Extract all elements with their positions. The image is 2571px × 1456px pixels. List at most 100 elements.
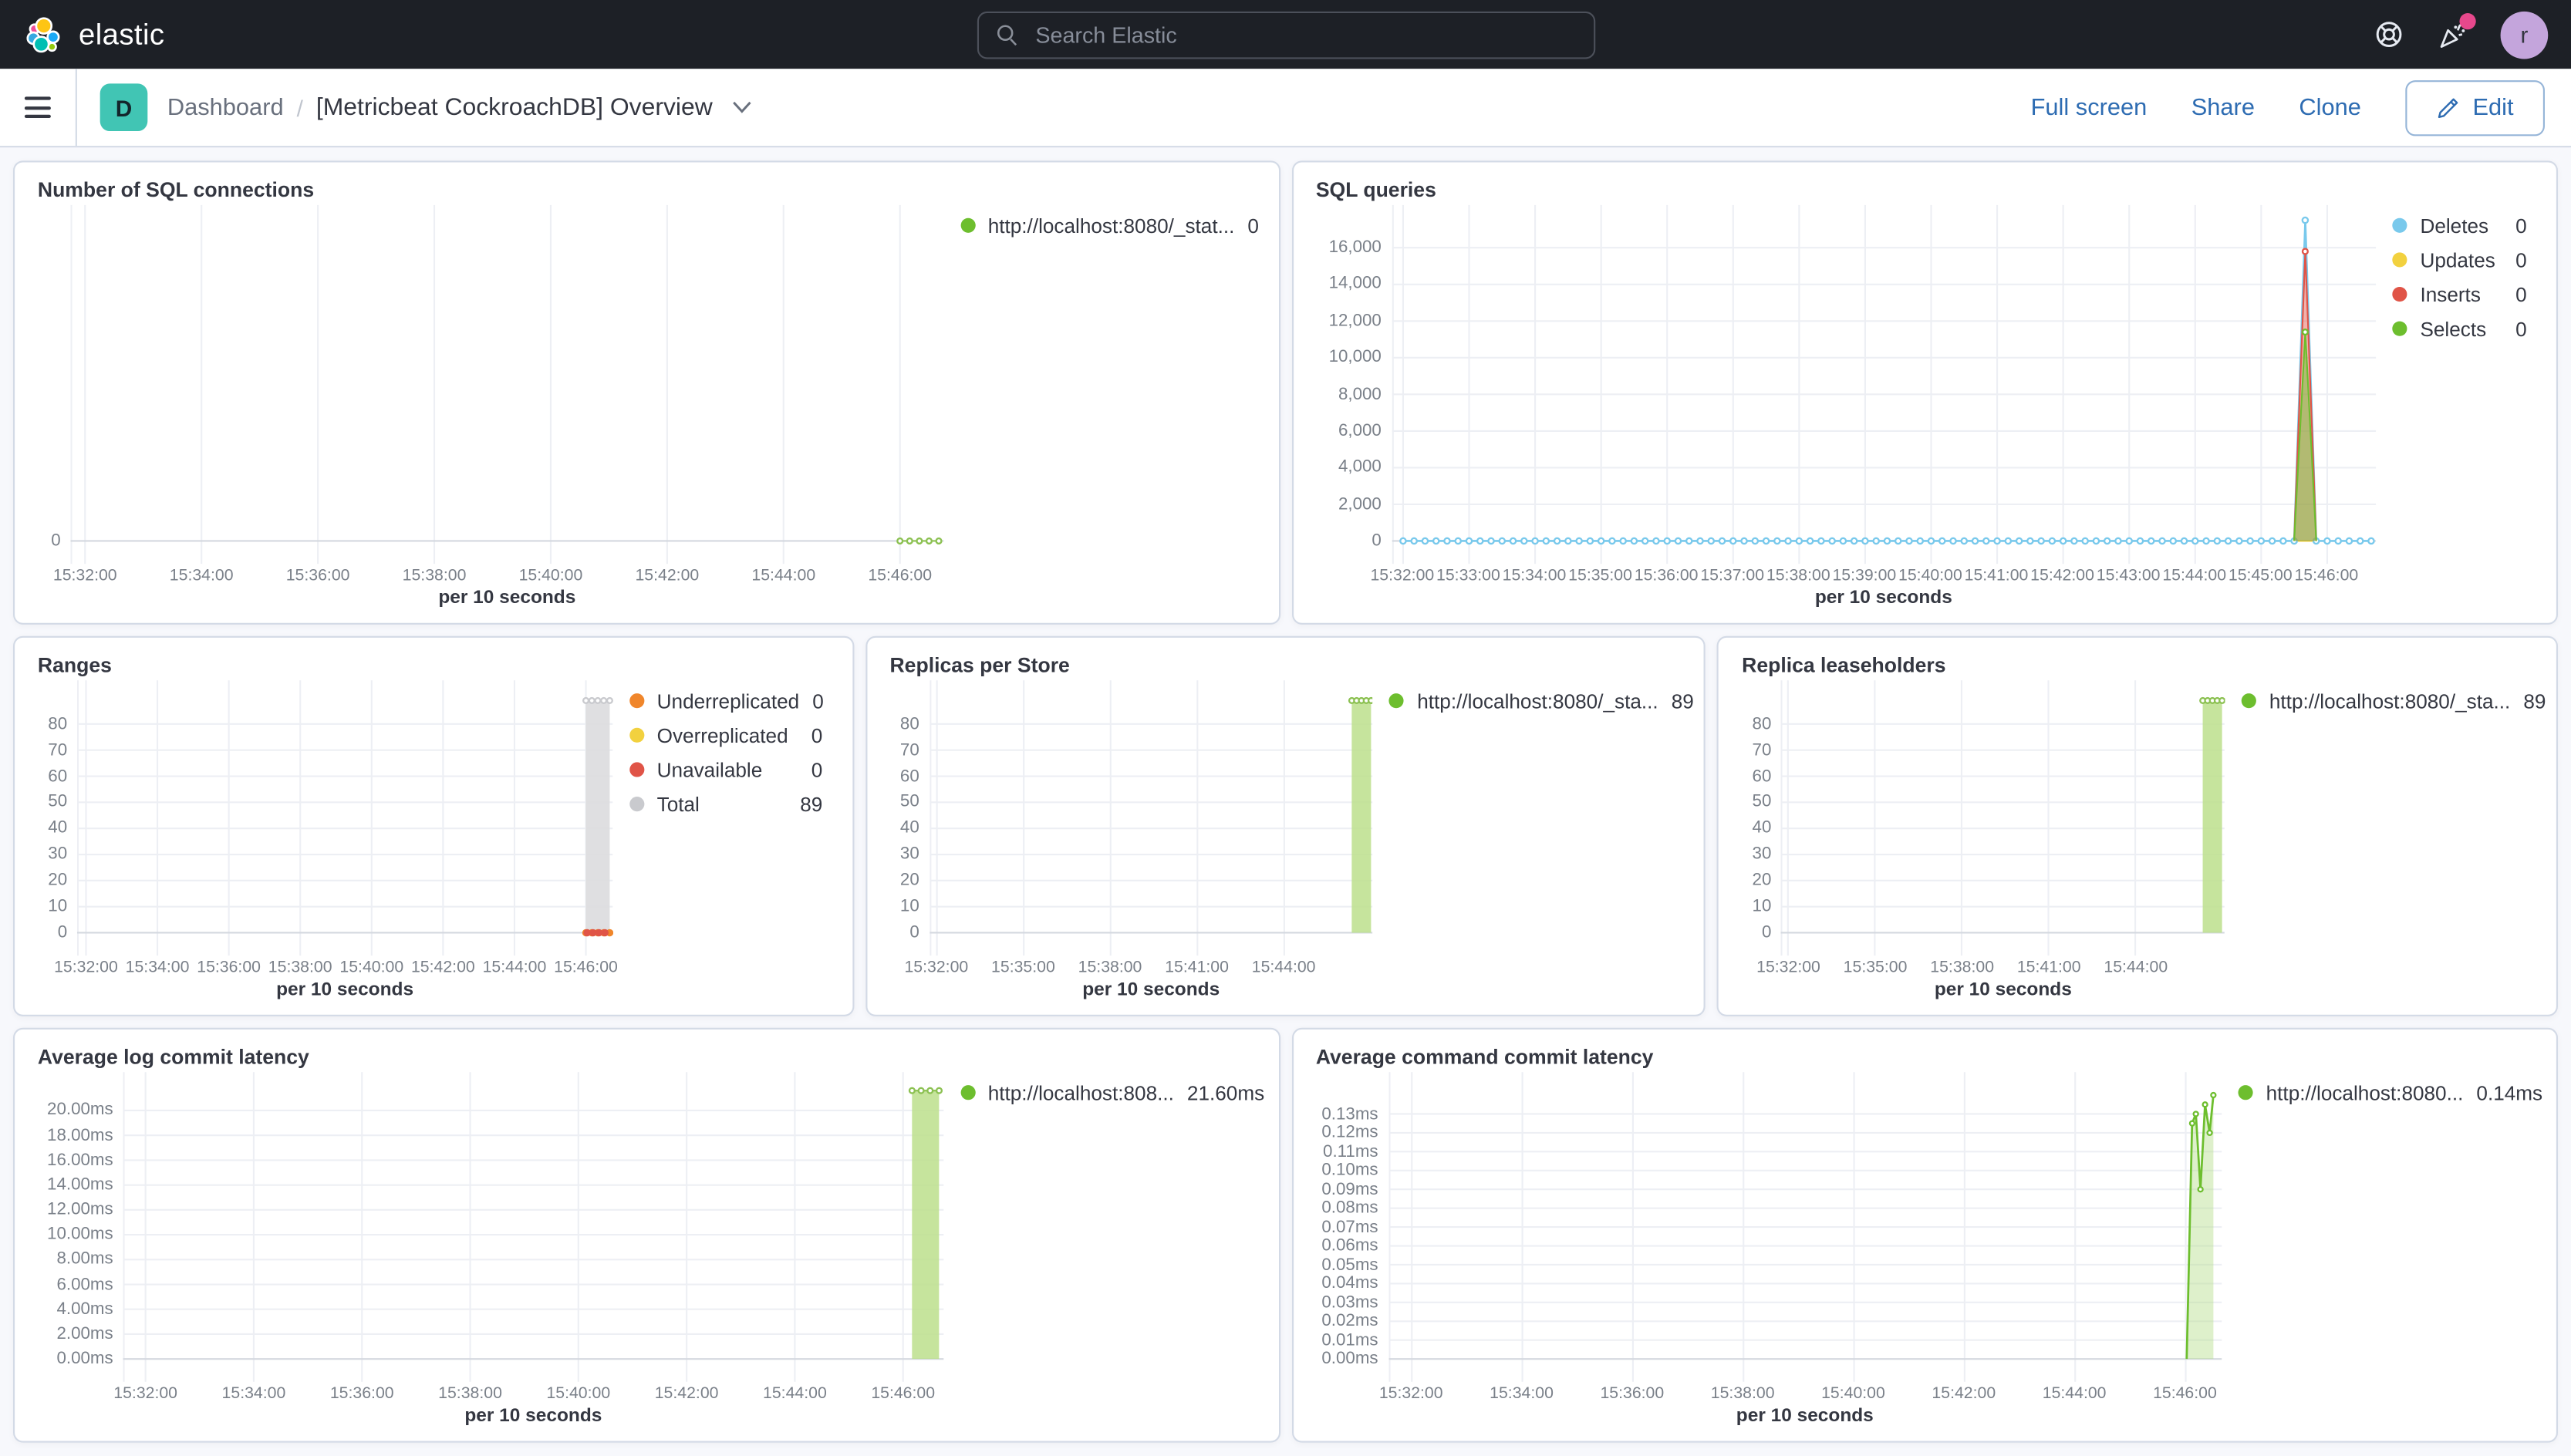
y-tick-label: 10 xyxy=(1752,896,1772,916)
x-tick-label: 15:34:00 xyxy=(125,959,190,977)
user-avatar[interactable]: r xyxy=(2500,10,2549,59)
y-tick-label: 0.09ms xyxy=(1321,1178,1378,1199)
panel-number-of-sql-connections: Number of SQL connections 0 15:32:00 15:3… xyxy=(13,160,1280,625)
chart: 0.00ms 2.00ms 4.00ms 6.00ms 8.00ms 10.00ms 12.… xyxy=(38,1072,1264,1434)
y-axis: 0 10 20 30 40 50 60 70 80 xyxy=(889,680,929,956)
x-tick-label: 15:32:00 xyxy=(1370,567,1435,585)
search-icon xyxy=(996,24,1017,46)
full-screen-button[interactable]: Full screen xyxy=(2030,94,2148,121)
legend-item[interactable]: http://localhost:8080... 0.14ms xyxy=(2238,1075,2542,1110)
legend-item[interactable]: Deletes 0 xyxy=(2392,208,2527,243)
y-tick-label: 12.00ms xyxy=(47,1199,113,1220)
x-tick-label: 15:44:00 xyxy=(2104,959,2168,977)
x-tick-label: 15:46:00 xyxy=(2153,1385,2217,1404)
legend-item[interactable]: http://localhost:808... 21.60ms xyxy=(960,1075,1264,1110)
x-tick-label: 15:45:00 xyxy=(2228,567,2293,585)
elastic-logo[interactable]: elastic xyxy=(23,14,269,55)
y-tick-label: 20 xyxy=(1752,870,1772,891)
y-axis: 0 10 20 30 40 50 60 70 80 xyxy=(1742,680,1781,956)
dashboard-row-1: Number of SQL connections 0 15:32:00 15:3… xyxy=(13,160,2558,625)
x-tick-label: 15:37:00 xyxy=(1700,567,1765,585)
chart-plot[interactable] xyxy=(123,1072,944,1382)
clone-button[interactable]: Clone xyxy=(2299,94,2361,121)
legend-item[interactable]: Updates 0 xyxy=(2392,243,2527,278)
legend-value: 89 xyxy=(2523,689,2546,713)
chart-plot[interactable] xyxy=(929,680,1373,956)
x-tick-label: 15:40:00 xyxy=(518,567,583,585)
legend-item[interactable]: http://localhost:8080/_sta... 89 xyxy=(2241,683,2546,718)
x-axis-title: per 10 seconds xyxy=(438,588,576,608)
global-search[interactable] xyxy=(976,10,1595,59)
newsfeed-icon-button[interactable] xyxy=(2437,12,2476,49)
legend-item[interactable]: http://localhost:8080/_sta... 89 xyxy=(1389,683,1694,718)
y-tick-label: 20.00ms xyxy=(47,1100,113,1121)
x-tick-label: 15:38:00 xyxy=(1710,1385,1775,1404)
chevron-down-icon[interactable] xyxy=(730,100,752,115)
pencil-icon xyxy=(2438,97,2458,117)
x-tick-label: 15:46:00 xyxy=(2294,567,2359,585)
chart-legend: http://localhost:8080/_sta... 89 xyxy=(2225,680,2546,1008)
y-tick-label: 0 xyxy=(909,922,919,942)
x-axis: 15:32:00 15:34:00 15:36:00 15:38:00 15:40:00… xyxy=(53,564,943,588)
y-tick-label: 50 xyxy=(48,792,68,812)
legend-item[interactable]: Selects 0 xyxy=(2392,312,2527,346)
chart-plot[interactable] xyxy=(1388,1072,2222,1382)
y-tick-label: 0.06ms xyxy=(1321,1235,1378,1255)
chart-plot[interactable] xyxy=(76,680,613,956)
help-icon-button[interactable] xyxy=(2374,20,2404,49)
y-tick-label: 0.13ms xyxy=(1321,1104,1378,1124)
panel-replicas-per-store: Replicas per Store 0 10 20 30 40 50 60 70 80 15:… xyxy=(865,635,1706,1016)
y-tick-label: 4.00ms xyxy=(56,1299,113,1319)
legend-dot-icon xyxy=(2238,1085,2253,1100)
chart-legend: http://localhost:8080/_sta... 89 xyxy=(1373,680,1694,1008)
y-tick-label: 18.00ms xyxy=(47,1124,113,1145)
panel-average-log-commit-latency: Average log commit latency 0.00ms 2.00ms 4… xyxy=(13,1027,1280,1443)
x-tick-label: 15:44:00 xyxy=(1251,959,1316,977)
y-tick-label: 70 xyxy=(1752,740,1772,760)
x-axis: 15:32:00 15:34:00 15:36:00 15:38:00 15:40:00… xyxy=(54,956,618,980)
share-button[interactable]: Share xyxy=(2191,94,2255,121)
legend-item[interactable]: Overreplicated 0 xyxy=(629,718,822,753)
y-tick-label: 4,000 xyxy=(1338,457,1382,477)
legend-dot-icon xyxy=(960,1085,975,1100)
y-tick-label: 40 xyxy=(1752,817,1772,838)
chart-legend: Deletes 0 Updates 0 Inserts 0 Selects 0 xyxy=(2376,205,2533,617)
legend-item[interactable]: Underreplicated 0 xyxy=(629,683,824,718)
y-tick-label: 0.10ms xyxy=(1321,1160,1378,1180)
x-tick-label: 15:42:00 xyxy=(2030,567,2094,585)
y-tick-label: 10 xyxy=(48,896,68,916)
y-tick-label: 0 xyxy=(1372,531,1382,551)
y-tick-label: 2,000 xyxy=(1338,494,1382,514)
legend-value: 0 xyxy=(2515,317,2527,341)
x-tick-label: 15:32:00 xyxy=(1756,959,1820,977)
legend-item[interactable]: Inserts 0 xyxy=(2392,277,2527,312)
y-tick-label: 60 xyxy=(899,766,919,786)
chart-legend: http://localhost:808... 21.60ms xyxy=(943,1072,1264,1434)
legend-label: Inserts xyxy=(2420,282,2481,306)
legend-item[interactable]: http://localhost:8080/_stat... 0 xyxy=(960,208,1259,243)
y-tick-label: 0.07ms xyxy=(1321,1216,1378,1237)
x-tick-label: 15:34:00 xyxy=(221,1385,286,1404)
legend-item[interactable]: Total 89 xyxy=(629,787,822,821)
x-tick-label: 15:40:00 xyxy=(339,959,404,977)
plot-row: 0 xyxy=(38,204,944,565)
legend-dot-icon xyxy=(960,217,975,233)
plot-column: 0 10 20 30 40 50 60 70 80 15:32:00 15:35:00 15:38:… xyxy=(889,680,1373,1008)
edit-button[interactable]: Edit xyxy=(2405,79,2545,136)
plot-column: 0 15:32:00 15:34:00 15:36:00 15:38:00 15:40:… xyxy=(38,204,944,617)
chart-plot[interactable] xyxy=(70,204,944,565)
y-tick-label: 50 xyxy=(899,792,919,812)
search-input[interactable] xyxy=(1032,20,1577,49)
chart-plot[interactable] xyxy=(1781,680,2225,956)
y-tick-label: 50 xyxy=(1752,792,1772,812)
legend-label: http://localhost:8080/_sta... xyxy=(2269,689,2511,713)
x-tick-label: 15:46:00 xyxy=(868,567,933,585)
chart-plot[interactable] xyxy=(1391,204,2377,565)
menu-icon-button[interactable] xyxy=(0,69,77,147)
breadcrumb-dashboard[interactable]: Dashboard xyxy=(167,94,284,121)
legend-item[interactable]: Unavailable 0 xyxy=(629,753,822,787)
y-tick-label: 0.05ms xyxy=(1321,1254,1378,1275)
x-tick-label: 15:32:00 xyxy=(54,959,118,977)
x-tick-label: 15:42:00 xyxy=(635,567,700,585)
